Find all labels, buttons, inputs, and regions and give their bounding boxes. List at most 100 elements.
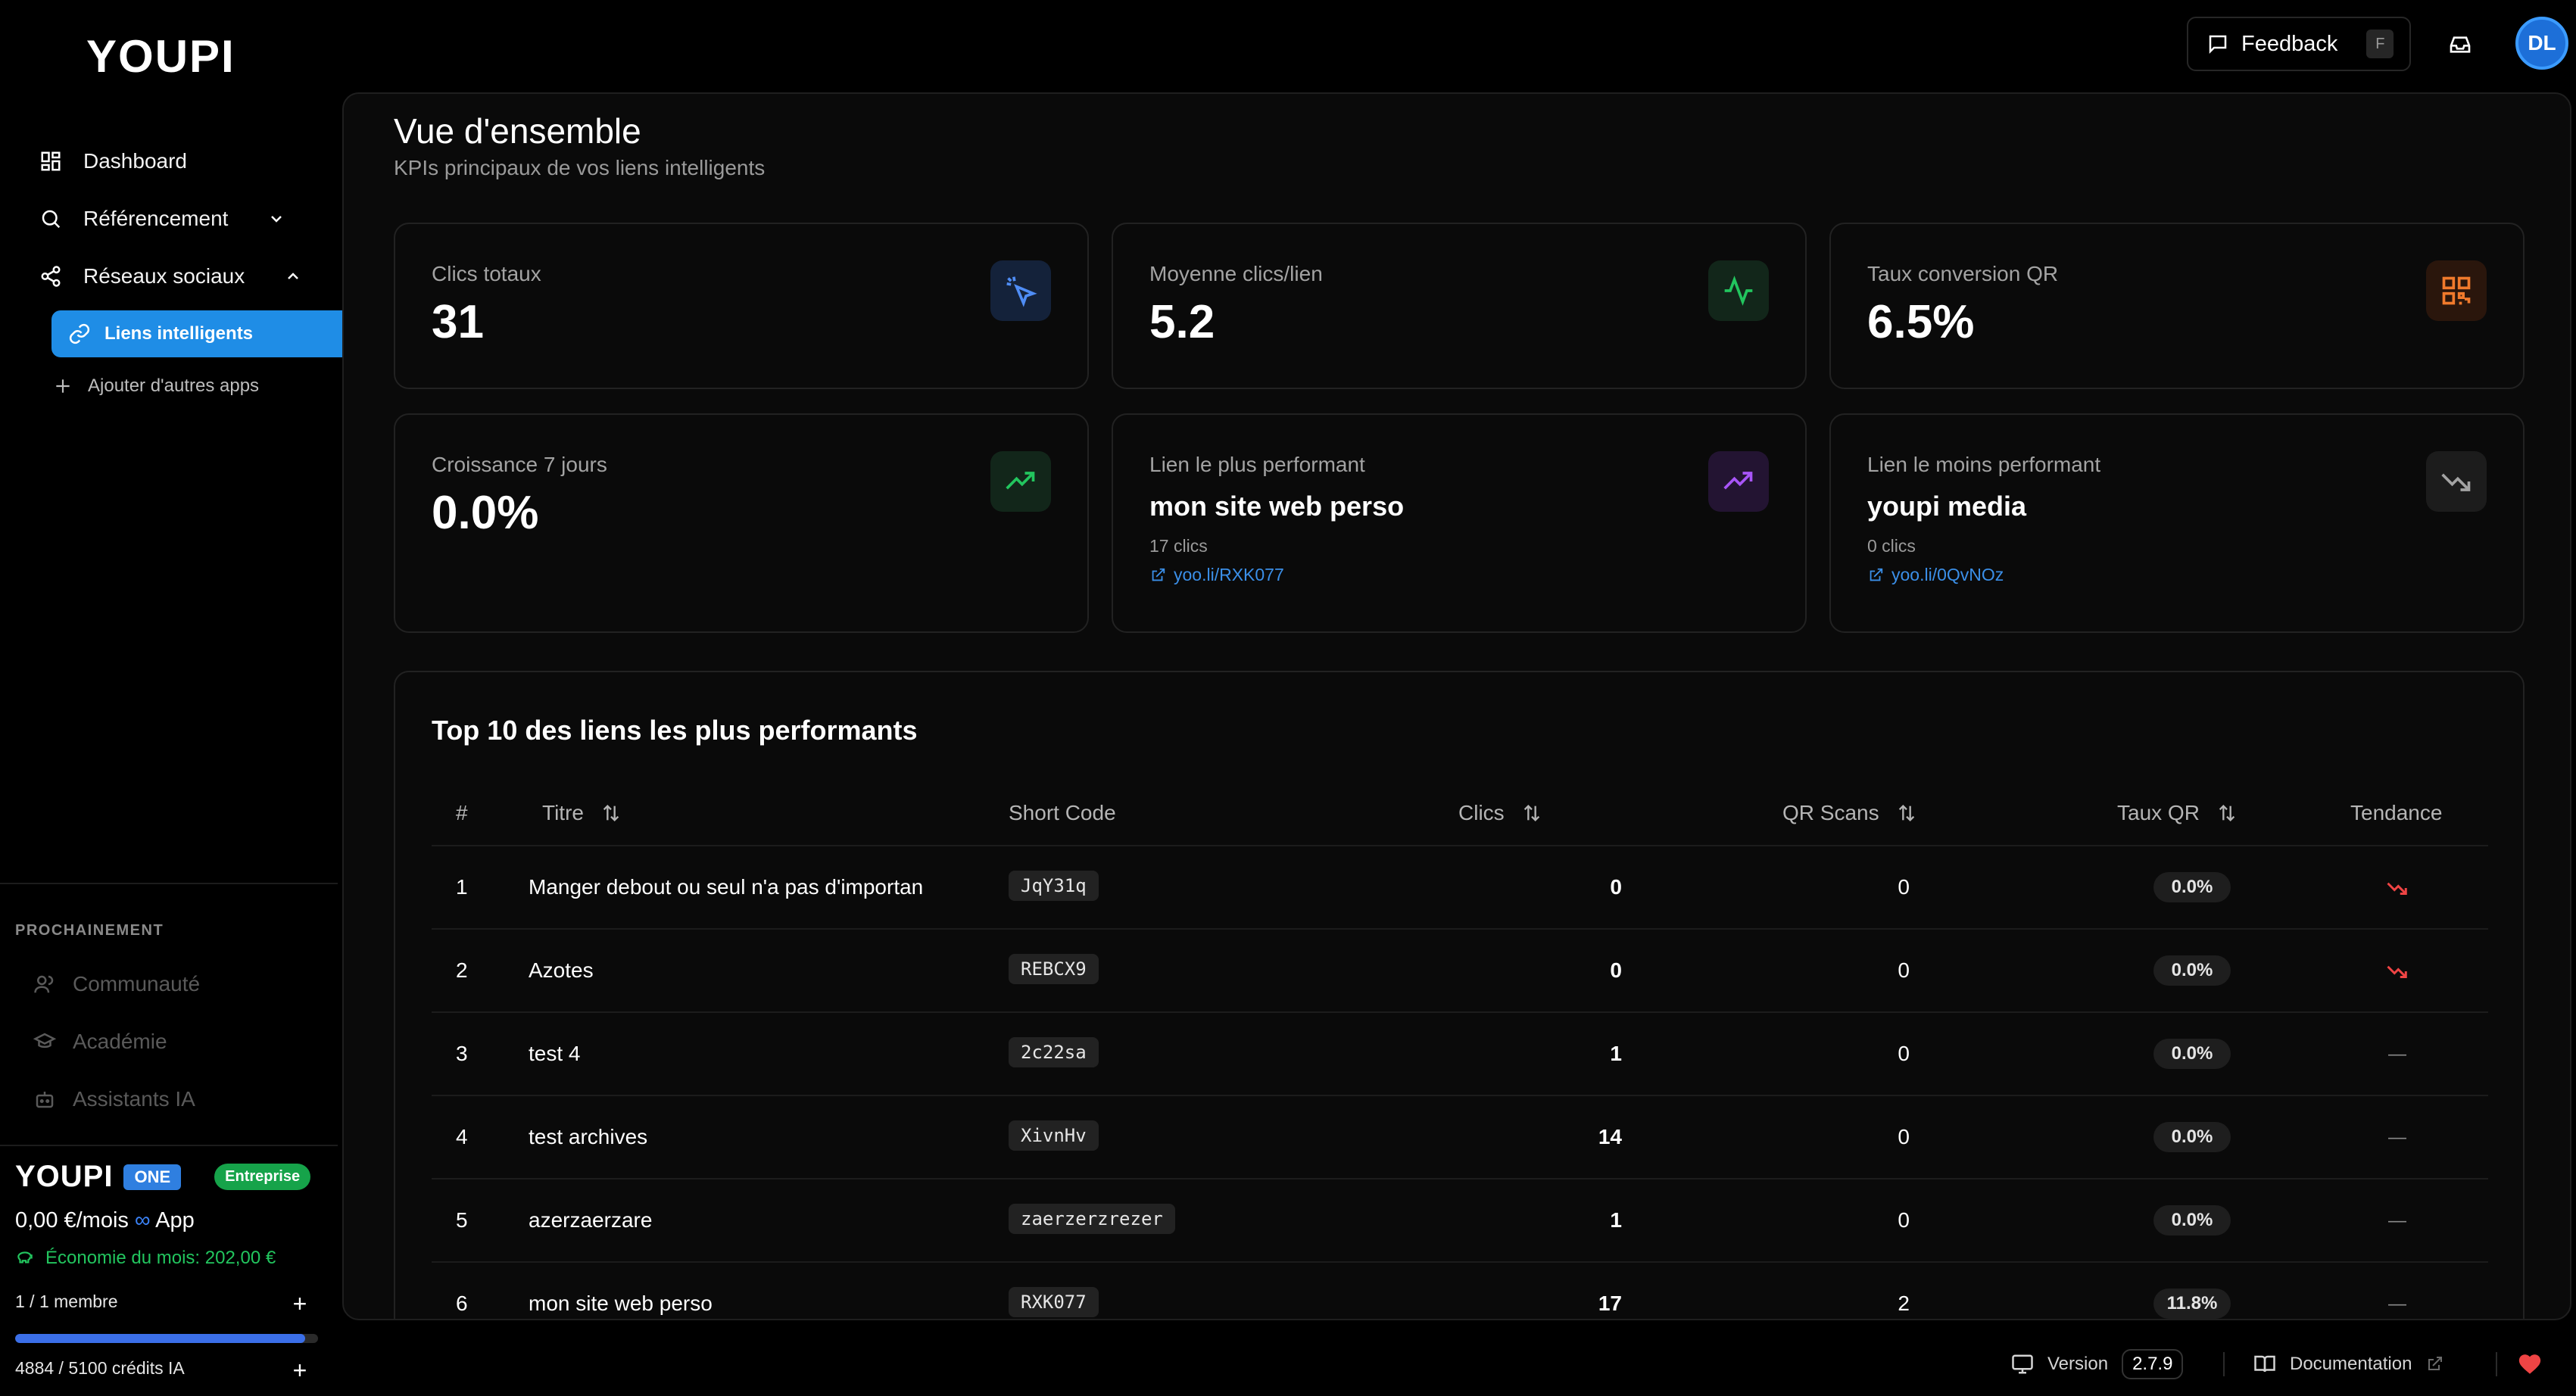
row-number: 4 <box>456 1125 468 1148</box>
worst-link-label: Lien le moins performant <box>1867 453 2101 476</box>
sidebar: YOUPI Dashboard Référencement Réseaux so… <box>0 0 342 1396</box>
row-short-code: JqY31q <box>1009 871 1099 901</box>
savings-label: Économie du mois: 202,00 € <box>45 1248 276 1268</box>
soon-item-label: Académie <box>73 1030 167 1053</box>
row-divider <box>432 845 2488 846</box>
activity-icon <box>1708 260 1769 321</box>
price-value: 0,00 €/mois <box>15 1208 129 1232</box>
row-number: 1 <box>456 875 468 899</box>
row-qr-scans: 0 <box>1898 958 1910 982</box>
sort-icon[interactable] <box>1521 802 1542 824</box>
link-icon <box>68 323 91 345</box>
row-short-code: zaerzerzrezer <box>1009 1204 1175 1234</box>
soon-item-academie: Académie <box>33 1025 167 1058</box>
monitor-icon <box>2011 1353 2034 1376</box>
message-icon <box>2206 33 2229 55</box>
trend-neutral: — <box>2388 1044 2406 1064</box>
page-subtitle: KPIs principaux de vos liens intelligent… <box>394 156 766 179</box>
page-title: Vue d'ensemble <box>394 111 641 151</box>
sidebar-item-referencement[interactable]: Référencement <box>38 196 285 241</box>
trend-neutral: — <box>2388 1294 2406 1314</box>
col-header-number: # <box>456 801 468 824</box>
sort-icon[interactable] <box>600 802 622 824</box>
col-header-clicks[interactable]: Clics <box>1458 801 1542 825</box>
col-header-qr-rate[interactable]: Taux QR <box>2117 801 2238 825</box>
feedback-button[interactable]: Feedback F <box>2187 17 2411 71</box>
row-number: 6 <box>456 1292 468 1315</box>
soon-item-label: Assistants IA <box>73 1087 195 1111</box>
add-credits-button[interactable]: + <box>292 1356 307 1384</box>
row-clicks: 0 <box>1610 875 1622 899</box>
chevron-down-icon[interactable] <box>267 210 285 228</box>
plan-logo: YOUPI <box>15 1160 114 1193</box>
kpi-label: Croissance 7 jours <box>432 453 607 476</box>
trending-down-icon <box>2426 451 2487 512</box>
cursor-click-icon <box>990 260 1051 321</box>
divider <box>2496 1352 2497 1376</box>
add-apps-label: Ajouter d'autres apps <box>88 375 260 396</box>
row-title: test 4 <box>529 1042 581 1065</box>
users-icon <box>33 973 56 996</box>
row-qr-rate: 0.0% <box>2153 872 2231 902</box>
best-link-title: mon site web perso <box>1149 491 1405 522</box>
heart-icon[interactable] <box>2517 1349 2543 1379</box>
divider <box>0 1145 338 1146</box>
documentation-link[interactable]: Documentation <box>2253 1349 2443 1379</box>
feedback-shortcut: F <box>2366 30 2394 58</box>
savings-info: Économie du mois: 202,00 € <box>15 1248 276 1269</box>
row-qr-scans: 0 <box>1898 1125 1910 1148</box>
soon-item-communaute: Communauté <box>33 968 200 1001</box>
row-qr-rate: 0.0% <box>2153 1122 2231 1152</box>
table-title: Top 10 des liens les plus performants <box>432 715 918 746</box>
kpi-card-average-clicks: Moyenne clics/lien 5.2 <box>1112 223 1807 389</box>
main-panel: Vue d'ensemble KPIs principaux de vos li… <box>342 92 2571 1320</box>
row-title: test archives <box>529 1125 648 1148</box>
plan-tier-badge: ONE <box>123 1164 182 1190</box>
row-short-code: 2c22sa <box>1009 1037 1099 1067</box>
worst-link-clicks: 0 clics <box>1867 536 1916 556</box>
kpi-card-growth: Croissance 7 jours 0.0% <box>394 413 1089 633</box>
chevron-up-icon[interactable] <box>284 267 302 285</box>
soon-title: PROCHAINEMENT <box>15 922 164 939</box>
plan-price: 0,00 €/mois ∞ App <box>15 1208 195 1233</box>
feedback-label: Feedback <box>2241 31 2338 56</box>
best-link-url[interactable]: yoo.li/RXK077 <box>1149 565 1284 585</box>
sort-icon[interactable] <box>1896 802 1917 824</box>
sidebar-item-label: Liens intelligents <box>104 323 254 344</box>
col-header-title[interactable]: Titre <box>542 801 622 825</box>
row-qr-rate: 0.0% <box>2153 1205 2231 1236</box>
add-apps-link[interactable]: Ajouter d'autres apps <box>53 371 259 401</box>
add-member-button[interactable]: + <box>292 1289 307 1317</box>
sidebar-item-liens-intelligents[interactable]: Liens intelligents <box>51 310 342 357</box>
credits-progress <box>15 1334 318 1343</box>
col-header-trend: Tendance <box>2350 801 2443 824</box>
row-title: Azotes <box>529 958 594 982</box>
version-info: Version 2.7.9 <box>2011 1349 2184 1379</box>
worst-link-card: Lien le moins performant youpi media 0 c… <box>1829 413 2525 633</box>
graduation-cap-icon <box>33 1030 56 1053</box>
kpi-value: 6.5% <box>1867 296 1975 348</box>
col-header-short-code: Short Code <box>1009 801 1116 824</box>
piggy-bank-icon <box>15 1248 35 1268</box>
worst-link-url-text: yoo.li/0QvNOz <box>1891 565 2004 584</box>
col-header-qr-scans[interactable]: QR Scans <box>1782 801 1917 825</box>
trending-up-icon <box>1708 451 1769 512</box>
book-icon <box>2253 1353 2276 1376</box>
price-suffix: App <box>155 1208 195 1232</box>
worst-link-url[interactable]: yoo.li/0QvNOz <box>1867 565 2004 585</box>
sidebar-item-dashboard[interactable]: Dashboard <box>38 139 187 184</box>
inbox-button[interactable] <box>2443 27 2478 62</box>
row-number: 2 <box>456 958 468 982</box>
row-divider <box>432 1178 2488 1179</box>
row-qr-scans: 0 <box>1898 1042 1910 1065</box>
trend-neutral: — <box>2388 1211 2406 1231</box>
sidebar-item-reseaux-sociaux[interactable]: Réseaux sociaux <box>38 254 302 299</box>
search-icon <box>38 206 64 232</box>
row-clicks: 17 <box>1598 1292 1622 1315</box>
app-logo[interactable]: YOUPI <box>86 31 235 82</box>
row-qr-rate: 11.8% <box>2153 1288 2231 1319</box>
sort-icon[interactable] <box>2216 802 2238 824</box>
kpi-value: 31 <box>432 296 484 348</box>
soon-item-label: Communauté <box>73 972 201 996</box>
avatar[interactable]: DL <box>2515 17 2568 70</box>
